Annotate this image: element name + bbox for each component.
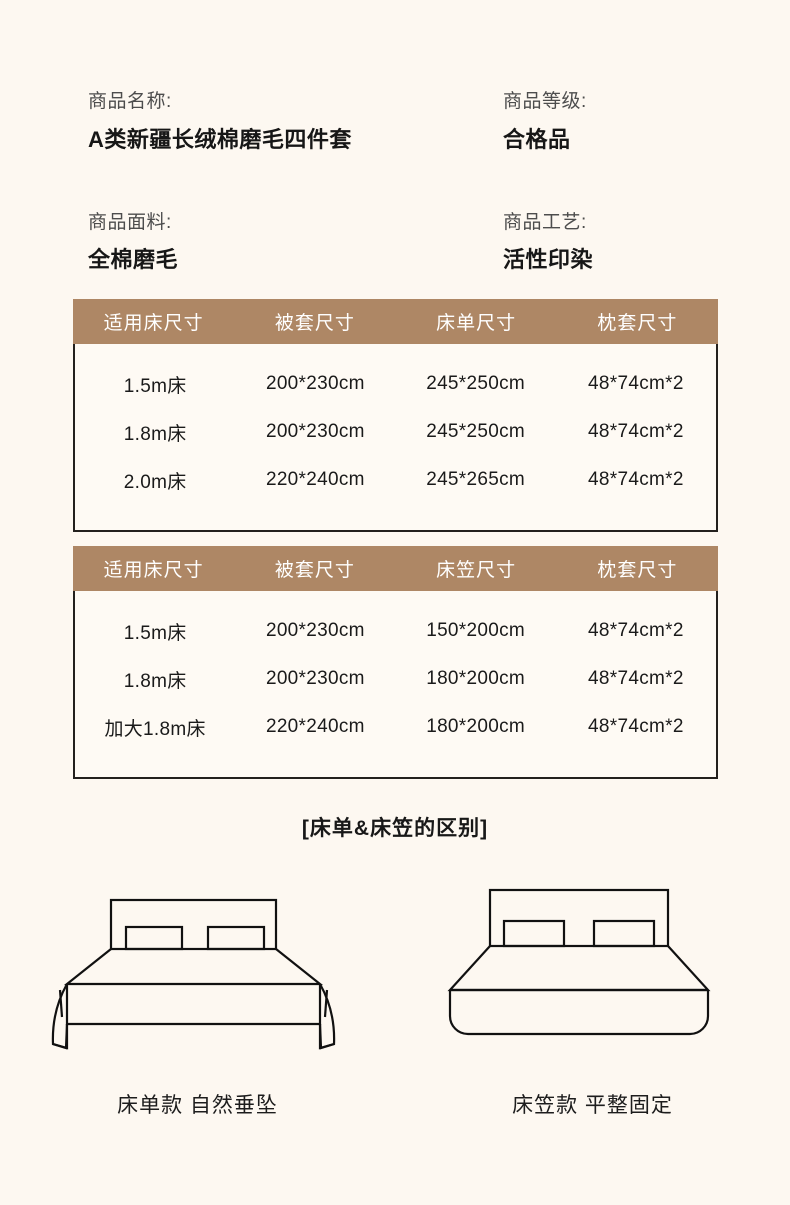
table-header-row: 适用床尺寸 被套尺寸 床笠尺寸 枕套尺寸 <box>73 546 718 591</box>
spec-item-product-grade: 商品等级: 合格品 <box>503 88 708 157</box>
bed-comparison-item-flat-sheet: 床单款 自然垂坠 <box>0 878 395 1119</box>
table-cell: 48*74cm*2 <box>588 469 684 490</box>
table-body: 1.5m床 200*230cm 150*200cm 48*74cm*2 1.8m… <box>73 591 718 779</box>
spec-item-product-fabric: 商品面料: 全棉磨毛 <box>88 209 503 278</box>
bed-comparison-row: 床单款 自然垂坠 床笠款 平整固定 <box>0 878 790 1119</box>
spec-value: 全棉磨毛 <box>88 247 179 273</box>
column-header: 枕套尺寸 <box>597 560 678 581</box>
column-header: 被套尺寸 <box>274 560 355 581</box>
table-cell: 2.0m床 <box>123 471 187 493</box>
spec-label: 商品面料: <box>88 211 172 233</box>
product-spec-block: 商品名称: A类新疆长绒棉磨毛四件套 商品等级: 合格品 商品面料: 全棉磨毛 … <box>88 88 708 277</box>
fitted-sheet-bed-illustration <box>433 878 753 1073</box>
column-header: 床单尺寸 <box>436 313 517 334</box>
table-cell: 200*230cm <box>265 668 365 689</box>
bed-caption: 床笠款 平整固定 <box>512 1094 673 1117</box>
flat-sheet-bed-illustration <box>38 878 358 1073</box>
table-cell: 1.8m床 <box>123 670 187 692</box>
table-row: 1.5m床 200*230cm 245*250cm 48*74cm*2 <box>75 360 716 408</box>
table-cell: 200*230cm <box>265 620 365 641</box>
table-cell: 1.8m床 <box>123 423 187 445</box>
spec-value: 活性印染 <box>503 247 594 273</box>
table-cell: 245*265cm <box>426 469 526 490</box>
table-row: 1.5m床 200*230cm 150*200cm 48*74cm*2 <box>75 607 716 655</box>
comparison-section-title: [床单&床笠的区别] <box>301 817 489 840</box>
table-cell: 245*250cm <box>426 373 526 394</box>
table-cell: 180*200cm <box>426 716 526 737</box>
bed-comparison-item-fitted-sheet: 床笠款 平整固定 <box>395 878 790 1119</box>
table-cell: 48*74cm*2 <box>588 668 684 689</box>
table-cell: 150*200cm <box>426 620 526 641</box>
spec-value: 合格品 <box>503 126 571 152</box>
table-cell: 180*200cm <box>426 668 526 689</box>
table-cell: 1.5m床 <box>123 375 187 397</box>
spec-item-product-craft: 商品工艺: 活性印染 <box>503 209 708 278</box>
table-cell: 48*74cm*2 <box>588 373 684 394</box>
table-cell: 220*240cm <box>265 469 365 490</box>
spec-label: 商品工艺: <box>503 211 587 233</box>
table-body: 1.5m床 200*230cm 245*250cm 48*74cm*2 1.8m… <box>73 344 718 532</box>
table-cell: 200*230cm <box>265 373 365 394</box>
table-header-row: 适用床尺寸 被套尺寸 床单尺寸 枕套尺寸 <box>73 299 718 344</box>
spec-label: 商品等级: <box>503 91 587 112</box>
size-table-fitted-sheet: 适用床尺寸 被套尺寸 床笠尺寸 枕套尺寸 1.5m床 200*230cm 150… <box>73 546 718 779</box>
table-cell: 48*74cm*2 <box>588 716 684 737</box>
table-cell: 48*74cm*2 <box>588 421 684 442</box>
table-row: 2.0m床 220*240cm 245*265cm 48*74cm*2 <box>75 456 716 504</box>
table-cell: 220*240cm <box>265 716 365 737</box>
column-header: 被套尺寸 <box>274 313 355 334</box>
table-cell: 1.5m床 <box>123 622 187 644</box>
spec-item-product-name: 商品名称: A类新疆长绒棉磨毛四件套 <box>88 88 503 157</box>
column-header: 床笠尺寸 <box>436 560 517 581</box>
table-row: 1.8m床 200*230cm 180*200cm 48*74cm*2 <box>75 655 716 703</box>
table-cell: 200*230cm <box>265 421 365 442</box>
column-header: 适用床尺寸 <box>103 313 204 334</box>
table-cell: 245*250cm <box>426 421 526 442</box>
table-cell: 加大1.8m床 <box>104 718 206 740</box>
spec-value: A类新疆长绒棉磨毛四件套 <box>88 126 352 152</box>
spec-label: 商品名称: <box>88 91 172 112</box>
table-cell: 48*74cm*2 <box>588 620 684 641</box>
column-header: 枕套尺寸 <box>597 313 678 334</box>
size-table-flat-sheet: 适用床尺寸 被套尺寸 床单尺寸 枕套尺寸 1.5m床 200*230cm 245… <box>73 299 718 532</box>
column-header: 适用床尺寸 <box>103 560 204 581</box>
bed-caption: 床单款 自然垂坠 <box>117 1094 278 1117</box>
table-row: 加大1.8m床 220*240cm 180*200cm 48*74cm*2 <box>75 703 716 751</box>
table-row: 1.8m床 200*230cm 245*250cm 48*74cm*2 <box>75 408 716 456</box>
